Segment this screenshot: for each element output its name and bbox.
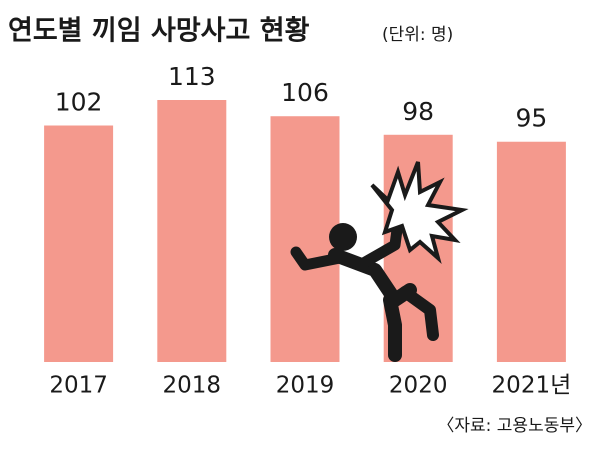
value-label: 98 [402,97,434,126]
x-tick-label: 2020 [389,373,448,399]
value-label: 95 [515,104,547,133]
bar [270,116,340,362]
x-tick-label: 2018 [163,373,222,399]
x-tick-label: 2019 [276,373,335,399]
bar [496,141,566,362]
chart-title: 연도별 끼임 사망사고 현황 [8,16,310,47]
x-tick-label: 2017 [49,373,108,399]
bars [44,100,566,362]
value-label: 102 [55,88,103,117]
value-label: 113 [168,62,216,91]
bar [157,100,227,362]
bar [44,125,114,362]
x-tick-label: 2021년 [492,373,572,399]
source: 〈자료: 고용노동부〉 [437,416,592,436]
chart-subtitle: (단위: 명) [382,25,453,45]
value-label: 106 [281,78,329,107]
falling-figure-icon [290,161,469,362]
